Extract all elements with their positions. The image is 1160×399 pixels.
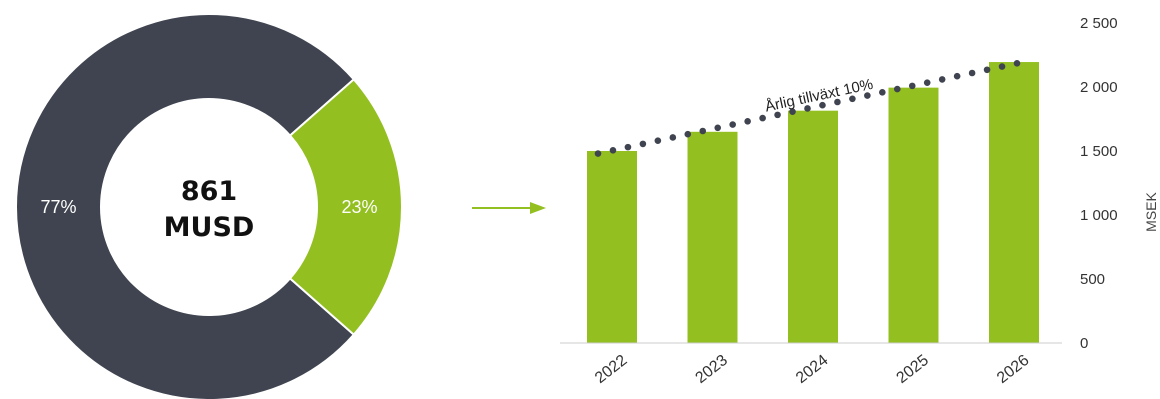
trend-dot xyxy=(849,95,856,103)
x-axis-ticks: 2022 2023 2024 2025 2026 xyxy=(592,352,1033,387)
donut-center-unit: MUSD xyxy=(164,212,255,243)
trend-dot xyxy=(834,98,841,106)
trend-dot xyxy=(908,82,916,90)
trend-dot xyxy=(893,85,901,93)
trend-line xyxy=(594,60,1021,157)
y-axis-label: MSEK xyxy=(1143,192,1159,232)
trend-label: Årlig tillväxt 10% xyxy=(763,76,874,116)
trend-dot xyxy=(774,111,781,119)
trend-dot xyxy=(983,66,991,74)
trend-dot xyxy=(789,108,796,115)
trend-dot xyxy=(968,69,976,77)
x-tick-label: 2024 xyxy=(793,352,832,387)
trend-dot xyxy=(699,127,707,135)
trend-dot xyxy=(624,143,632,151)
donut-chart: 77% 23% 861 MUSD xyxy=(15,13,403,399)
trend-dot xyxy=(744,118,751,125)
donut-slice-label: 23% xyxy=(341,197,377,217)
trend-dot xyxy=(684,130,692,138)
bar-chart: Årlig tillväxt 10% 0 500 1 000 1 500 2 000 2 … xyxy=(560,15,1159,387)
trend-dot xyxy=(804,105,811,112)
y-tick-label: 1 000 xyxy=(1080,207,1118,224)
arrow-right-icon xyxy=(472,202,546,214)
x-tick-label: 2026 xyxy=(994,352,1033,387)
donut-slice-label: 77% xyxy=(40,197,76,217)
bar-2024 xyxy=(788,110,838,344)
trend-dot xyxy=(1013,60,1021,67)
trend-dot xyxy=(759,114,766,122)
donut-slice-77 xyxy=(15,13,356,399)
trend-dot xyxy=(669,134,677,141)
trend-dot xyxy=(879,89,886,96)
y-tick-label: 500 xyxy=(1080,271,1105,288)
x-tick-label: 2025 xyxy=(893,352,932,387)
bar-2026 xyxy=(989,62,1039,343)
trend-dot xyxy=(864,92,871,99)
trend-dot xyxy=(953,72,961,80)
trend-dot xyxy=(639,140,647,148)
y-tick-label: 0 xyxy=(1080,335,1088,352)
bar-2023 xyxy=(687,131,738,343)
donut-slice-23 xyxy=(288,77,403,337)
trend-dot xyxy=(923,79,931,86)
trend-dot xyxy=(654,137,662,144)
y-tick-label: 2 000 xyxy=(1080,79,1118,96)
x-tick-label: 2023 xyxy=(692,352,731,387)
bar-series xyxy=(587,62,1039,344)
trend-dot xyxy=(714,124,722,132)
y-axis-ticks: 0 500 1 000 1 500 2 000 2 500 xyxy=(1080,15,1118,352)
trend-dot xyxy=(729,121,736,128)
trend-dot xyxy=(819,101,826,109)
trend-dot xyxy=(594,150,602,157)
y-tick-label: 1 500 xyxy=(1080,143,1118,160)
trend-dot xyxy=(998,63,1006,70)
y-tick-label: 2 500 xyxy=(1080,15,1118,32)
trend-dot xyxy=(938,76,946,83)
x-tick-label: 2022 xyxy=(592,352,631,387)
trend-dot xyxy=(609,147,617,154)
bar-2025 xyxy=(888,87,939,343)
donut-center-value: 861 xyxy=(181,176,237,207)
bar-2022 xyxy=(587,151,637,343)
